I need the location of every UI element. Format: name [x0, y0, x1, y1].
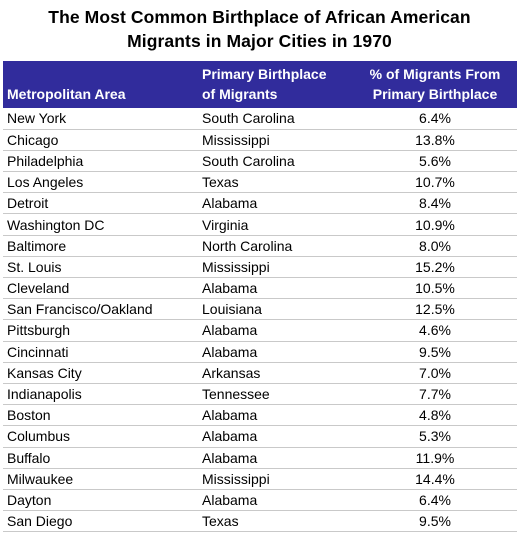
cell-percent: 4.8%: [353, 404, 517, 427]
table-row: Milwaukee Mississippi 14.4%: [3, 468, 517, 490]
cell-percent: 7.0%: [353, 362, 517, 384]
cell-birthplace: Alabama: [198, 404, 353, 427]
column-header-primary-birthplace: Primary Birthplace of Migrants: [198, 61, 353, 108]
cell-percent: 9.5%: [353, 510, 517, 533]
cell-birthplace: Mississippi: [198, 468, 353, 490]
cell-birthplace: Alabama: [198, 319, 353, 342]
table-row: Cincinnati Alabama 9.5%: [3, 341, 517, 363]
cell-birthplace: Alabama: [198, 341, 353, 363]
cell-metropolitan-area: Cincinnati: [3, 341, 198, 363]
table-row: Los Angeles Texas 10.7%: [3, 171, 517, 194]
cell-percent: 11.9%: [353, 447, 517, 469]
column-header-metropolitan-area: Metropolitan Area: [3, 61, 198, 108]
column-header-line: of Migrants: [202, 86, 278, 102]
chart-title: The Most Common Birthplace of African Am…: [0, 0, 519, 51]
cell-metropolitan-area: Buffalo: [3, 447, 198, 469]
cell-percent: 6.4%: [353, 108, 517, 130]
table-header-row: Metropolitan Area Primary Birthplace of …: [3, 61, 517, 108]
cell-metropolitan-area: Milwaukee: [3, 468, 198, 490]
cell-birthplace: Arkansas: [198, 362, 353, 384]
table-row: Boston Alabama 4.8%: [3, 404, 517, 427]
cell-birthplace: Alabama: [198, 277, 353, 300]
cell-metropolitan-area: San Diego: [3, 510, 198, 533]
cell-metropolitan-area: Washington DC: [3, 213, 198, 236]
column-header-line: % of Migrants From: [369, 66, 501, 82]
cell-percent: 10.5%: [353, 277, 517, 300]
cell-metropolitan-area: Columbus: [3, 425, 198, 448]
table-row: Columbus Alabama 5.3%: [3, 425, 517, 448]
cell-birthplace: Mississippi: [198, 256, 353, 279]
cell-birthplace: South Carolina: [198, 108, 353, 130]
cell-metropolitan-area: Dayton: [3, 489, 198, 512]
cell-percent: 7.7%: [353, 383, 517, 406]
column-header-line: Primary Birthplace: [202, 66, 327, 82]
table-row: St. Louis Mississippi 15.2%: [3, 256, 517, 279]
cell-percent: 10.7%: [353, 171, 517, 194]
cell-metropolitan-area: Philadelphia: [3, 150, 198, 173]
cell-percent: 15.2%: [353, 256, 517, 279]
cell-metropolitan-area: Boston: [3, 404, 198, 427]
cell-metropolitan-area: Cleveland: [3, 277, 198, 300]
table-row: Buffalo Alabama 11.9%: [3, 447, 517, 469]
chart-title-line-1: The Most Common Birthplace of African Am…: [48, 7, 471, 27]
cell-birthplace: Texas: [198, 171, 353, 194]
table-row: Chicago Mississippi 13.8%: [3, 129, 517, 151]
table-row: Dayton Alabama 6.4%: [3, 489, 517, 512]
cell-metropolitan-area: St. Louis: [3, 256, 198, 279]
cell-metropolitan-area: San Francisco/Oakland: [3, 298, 198, 321]
cell-metropolitan-area: Chicago: [3, 129, 198, 151]
cell-metropolitan-area: Detroit: [3, 192, 198, 215]
cell-birthplace: North Carolina: [198, 235, 353, 257]
cell-percent: 8.0%: [353, 235, 517, 257]
cell-birthplace: Alabama: [198, 489, 353, 512]
table-row: San Diego Texas 9.5%: [3, 510, 517, 533]
cell-birthplace: Alabama: [198, 447, 353, 469]
cell-metropolitan-area: Indianapolis: [3, 383, 198, 406]
cell-birthplace: Alabama: [198, 192, 353, 215]
cell-birthplace: Alabama: [198, 425, 353, 448]
column-header-percent-migrants: % of Migrants From Primary Birthplace: [353, 61, 517, 108]
cell-metropolitan-area: Baltimore: [3, 235, 198, 257]
table-row: Baltimore North Carolina 8.0%: [3, 235, 517, 257]
cell-birthplace: Virginia: [198, 213, 353, 236]
cell-percent: 8.4%: [353, 192, 517, 215]
table-row: Detroit Alabama 8.4%: [3, 192, 517, 215]
cell-birthplace: Tennessee: [198, 383, 353, 406]
table-row: New York South Carolina 6.4%: [3, 108, 517, 130]
cell-metropolitan-area: Los Angeles: [3, 171, 198, 194]
cell-birthplace: South Carolina: [198, 150, 353, 173]
cell-percent: 10.9%: [353, 213, 517, 236]
cell-metropolitan-area: New York: [3, 108, 198, 130]
table-row: Cleveland Alabama 10.5%: [3, 277, 517, 300]
cell-percent: 12.5%: [353, 298, 517, 321]
table-row: Indianapolis Tennessee 7.7%: [3, 383, 517, 406]
chart-title-line-2: Migrants in Major Cities in 1970: [127, 31, 392, 51]
table-body: New York South Carolina 6.4% Chicago Mississ…: [3, 108, 517, 533]
cell-percent: 5.3%: [353, 425, 517, 448]
cell-percent: 13.8%: [353, 129, 517, 151]
table-row: San Francisco/Oakland Louisiana 12.5%: [3, 298, 517, 321]
table-row: Washington DC Virginia 10.9%: [3, 213, 517, 236]
column-header-line: Primary Birthplace: [372, 86, 498, 102]
cell-birthplace: Mississippi: [198, 129, 353, 151]
column-header-line: Metropolitan Area: [7, 86, 126, 102]
cell-metropolitan-area: Kansas City: [3, 362, 198, 384]
table-row: Philadelphia South Carolina 5.6%: [3, 150, 517, 173]
cell-birthplace: Texas: [198, 510, 353, 533]
data-table: Metropolitan Area Primary Birthplace of …: [3, 61, 517, 533]
cell-percent: 14.4%: [353, 468, 517, 490]
cell-percent: 4.6%: [353, 319, 517, 342]
cell-metropolitan-area: Pittsburgh: [3, 319, 198, 342]
table-row: Kansas City Arkansas 7.0%: [3, 362, 517, 384]
cell-percent: 6.4%: [353, 489, 517, 512]
cell-birthplace: Louisiana: [198, 298, 353, 321]
table-row: Pittsburgh Alabama 4.6%: [3, 319, 517, 342]
cell-percent: 5.6%: [353, 150, 517, 173]
cell-percent: 9.5%: [353, 341, 517, 363]
